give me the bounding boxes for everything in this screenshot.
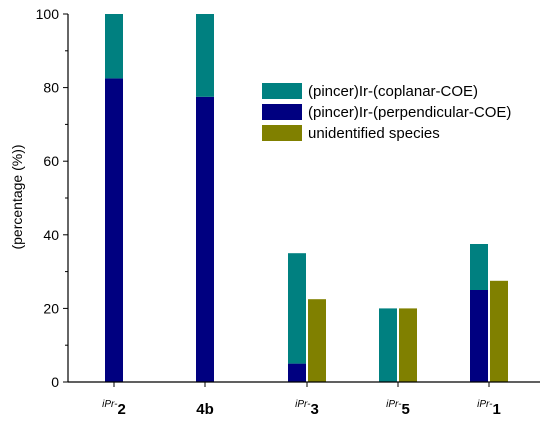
x-tick-label-1: iPr-2 (102, 399, 126, 418)
legend-label-2: (pincer)Ir-(perpendicular-COE) (308, 104, 511, 121)
bar-unidentified-species-5 (490, 280, 508, 382)
x-tick-name: 4b (196, 401, 214, 418)
x-tick-prefix: iPr- (477, 399, 493, 410)
y-axis-label: (percentage (%)) (9, 144, 25, 249)
x-tick-label-4: iPr-5 (386, 399, 410, 418)
legend: (pincer)Ir-(coplanar-COE) (pincer)Ir-(per… (262, 83, 511, 142)
x-tick-prefix: iPr- (102, 399, 118, 410)
x-tick-label-2: 4b (196, 401, 214, 418)
y-tick-label-80: 80 (43, 80, 59, 96)
legend-label-3: unidentified species (308, 125, 440, 142)
y-tick-label-40: 40 (43, 227, 59, 243)
bar-unidentified-species-4 (399, 308, 417, 382)
x-tick-prefix: iPr- (295, 399, 311, 410)
bar--pincer-ir-coplanar-coe--5 (470, 244, 488, 290)
x-tick-prefix: iPr- (386, 399, 402, 410)
x-tick-name: 3 (311, 401, 319, 418)
bar--pincer-ir-coplanar-coe--3 (288, 253, 306, 364)
x-tick-name: 5 (402, 401, 410, 418)
y-tick-label-60: 60 (43, 153, 59, 169)
x-tick-name: 2 (118, 401, 126, 418)
y-tick-label-20: 20 (43, 300, 59, 316)
bar--pincer-ir-coplanar-coe--4 (379, 308, 397, 382)
x-tick-label-5: iPr-1 (477, 399, 501, 418)
legend-swatch-1 (262, 83, 302, 99)
bar--pincer-ir-coplanar-coe--1 (105, 14, 123, 79)
x-tick-name: 1 (493, 401, 501, 418)
x-tick-label-3: iPr-3 (295, 399, 319, 418)
bar--pincer-ir-perpendicular-coe--2 (196, 96, 214, 383)
legend-swatch-2 (262, 104, 302, 120)
bars-layer (105, 14, 508, 383)
bar--pincer-ir-perpendicular-coe--3 (288, 363, 306, 382)
legend-swatch-3 (262, 125, 302, 141)
y-tick-label-0: 0 (51, 374, 59, 390)
bar--pincer-ir-coplanar-coe--2 (196, 14, 214, 97)
bar--pincer-ir-perpendicular-coe--1 (105, 78, 123, 383)
y-tick-label-100: 100 (36, 6, 60, 22)
bar--pincer-ir-perpendicular-coe--5 (470, 290, 488, 382)
legend-label-1: (pincer)Ir-(coplanar-COE) (308, 83, 478, 100)
bar-unidentified-species-3 (308, 299, 326, 382)
